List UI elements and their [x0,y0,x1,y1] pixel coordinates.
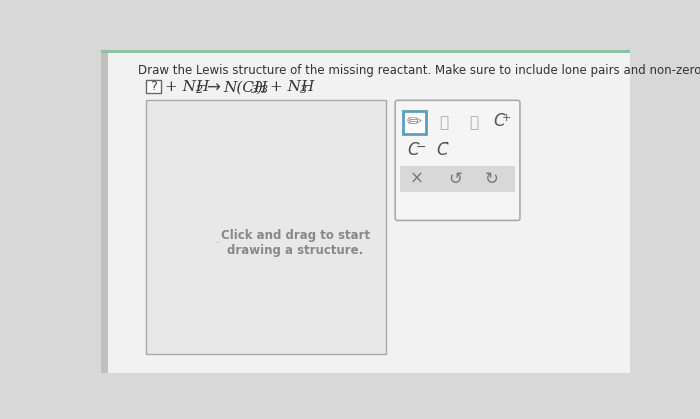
Text: ↻: ↻ [485,170,499,188]
FancyBboxPatch shape [403,111,426,134]
Text: C: C [407,141,419,159]
Text: 🧹: 🧹 [440,115,449,130]
Text: C: C [494,112,505,130]
Text: ): ) [256,80,262,94]
Bar [102,50,108,373]
Text: Draw the Lewis structure of the missing reactant. Make sure to include lone pair: Draw the Lewis structure of the missing … [138,64,700,77]
Text: ×: × [410,170,424,188]
Text: C̈: C̈ [436,141,448,159]
Text: ·: · [216,238,219,248]
Bar [400,166,515,192]
Text: 3: 3 [300,85,307,95]
Text: ?: ? [150,80,157,93]
FancyBboxPatch shape [395,100,520,220]
Text: 3: 3 [251,85,258,95]
Text: Click and drag to start
drawing a structure.: Click and drag to start drawing a struct… [220,229,370,256]
Text: →: → [206,78,220,96]
Bar [146,80,161,93]
Text: ↺: ↺ [449,170,463,188]
Text: 3: 3 [261,85,268,95]
Text: +: + [502,113,512,123]
Bar [146,100,386,354]
Text: + NH: + NH [165,80,209,94]
Text: ✏: ✏ [407,114,422,132]
Text: 2: 2 [195,85,202,95]
Text: 🖐: 🖐 [469,115,478,130]
Text: −: − [415,141,426,154]
Text: + NH: + NH [270,80,314,94]
Bar [102,50,630,53]
Text: N(CH: N(CH [223,80,267,94]
